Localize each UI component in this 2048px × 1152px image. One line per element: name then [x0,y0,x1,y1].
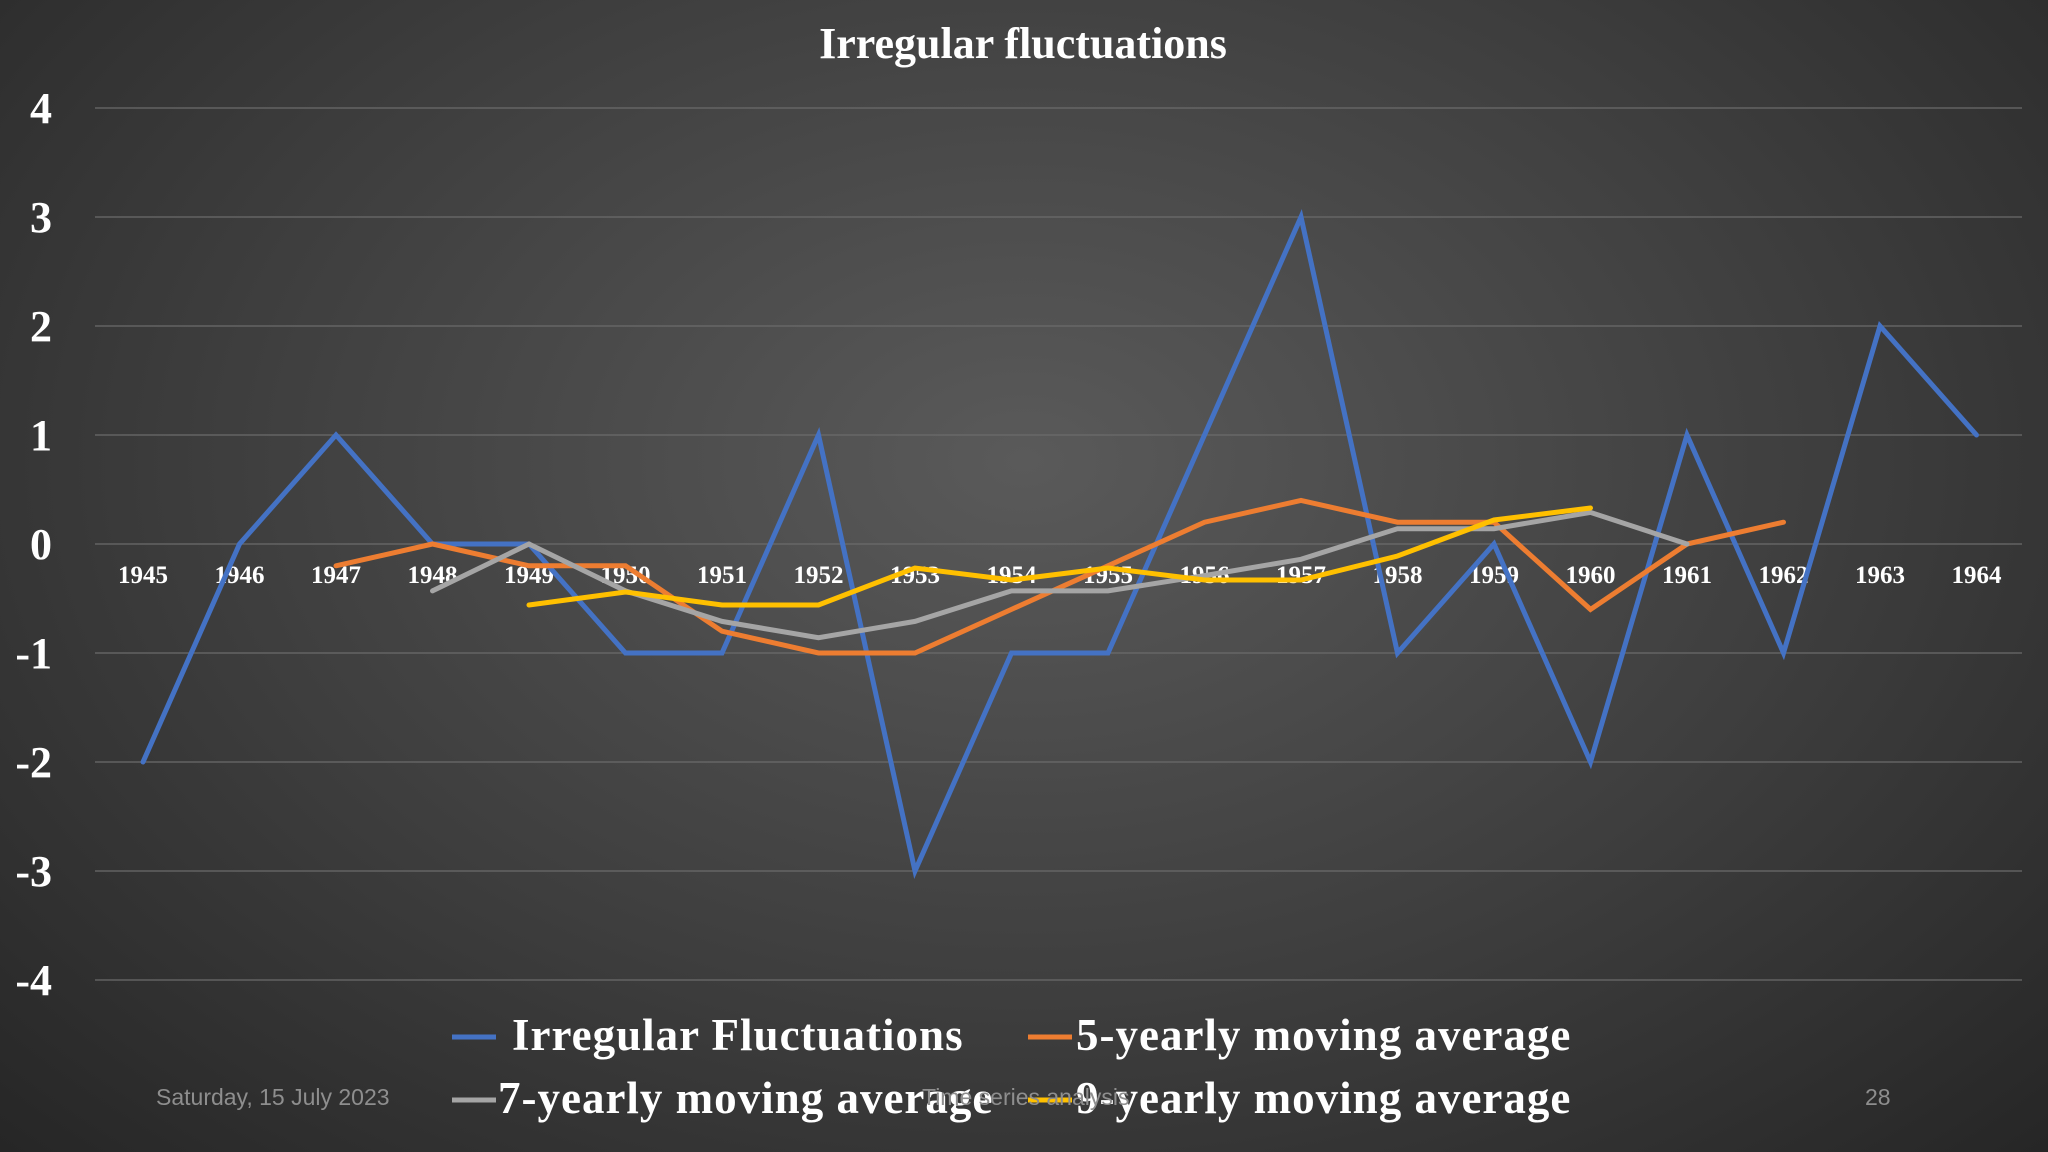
x-tick-label: 1945 [118,562,168,589]
x-tick-label: 1962 [1759,562,1809,589]
y-tick-label: 2 [30,302,52,351]
series-group [140,209,1979,879]
legend-label-2: 5-yearly moving average [1076,1010,1571,1060]
x-tick-label: 1963 [1855,562,1905,589]
legend-label-3: 7-yearly moving average [498,1073,993,1123]
y-tick-label: 1 [30,411,52,460]
legend-label-1: Irregular Fluctuations [512,1010,964,1060]
y-tick-label: 4 [30,84,52,133]
y-tick-label: -3 [15,847,52,896]
x-tick-label: 1964 [1952,562,2003,589]
x-tick-label: 1961 [1662,562,1712,589]
x-tick-label: 1952 [794,562,844,589]
footer-date: Saturday, 15 July 2023 [156,1084,390,1110]
y-tick-label: 0 [30,520,52,569]
chart-title: Irregular fluctuations [819,19,1227,68]
y-tick-label: -4 [15,956,52,1005]
y-axis: 4 3 2 1 0 -1 -2 -3 -4 [15,84,52,1005]
legend-label-4: 9-yearly moving average [1076,1073,1571,1123]
series-line-1 [140,209,1979,879]
legend: Irregular Fluctuations 5-yearly moving av… [452,1010,1571,1123]
footer-center: Time series analysis [922,1084,1130,1110]
y-tick-label: 3 [30,193,52,242]
footer-page-number: 28 [1865,1084,1891,1110]
x-tick-label: 1960 [1566,562,1616,589]
y-tick-label: -1 [15,629,52,678]
series-line-4 [526,505,1593,608]
y-tick-label: -2 [15,738,52,787]
x-tick-label: 1951 [697,562,747,589]
